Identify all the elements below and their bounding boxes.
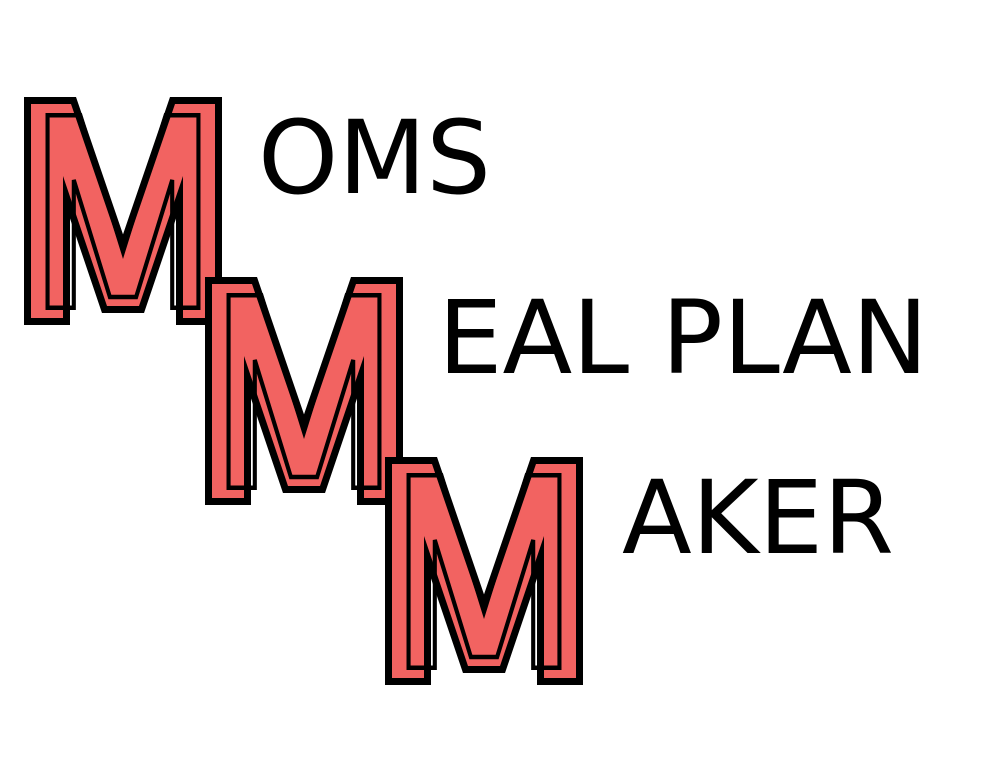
logo-m-glyph [24,97,222,325]
logo-m-glyph [385,457,583,685]
logo-word-oms: OMS [258,99,492,218]
logo-word-aker: AKER [622,459,894,578]
logo-m-glyph [205,277,403,505]
logo-word-eal-plan: EAL PLAN [438,279,929,398]
